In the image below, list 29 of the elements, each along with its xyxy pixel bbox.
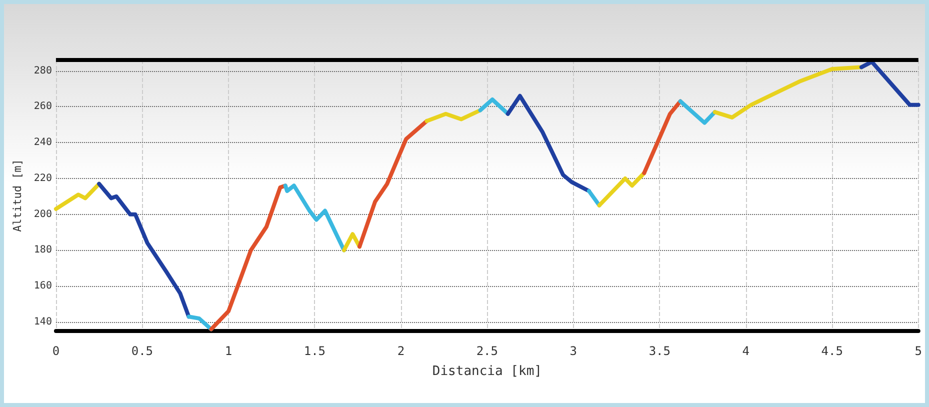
y-tick-label: 200 bbox=[34, 208, 52, 220]
line-series bbox=[424, 108, 482, 124]
y-tick-label: 220 bbox=[34, 172, 52, 184]
line-series bbox=[358, 119, 429, 249]
y-tick-label: 260 bbox=[34, 101, 52, 112]
x-tick-label: 0 bbox=[52, 344, 60, 358]
x-tick-label: 4.5 bbox=[821, 344, 843, 358]
line-series bbox=[712, 65, 864, 120]
x-tick-label: 3 bbox=[570, 344, 578, 358]
line-series bbox=[283, 184, 346, 252]
line-series bbox=[506, 94, 591, 194]
x-tick-label: 5 bbox=[914, 344, 922, 358]
y-tick-label: 180 bbox=[34, 244, 52, 256]
y-tick-label: 240 bbox=[34, 137, 52, 148]
x-axis-title: Distancia [km] bbox=[432, 364, 542, 379]
y-tick-label: 280 bbox=[34, 65, 52, 76]
x-tick-label: 2 bbox=[397, 344, 405, 358]
line-series bbox=[597, 171, 646, 208]
y-tick-label: 160 bbox=[34, 280, 52, 292]
x-tick-label: 2.5 bbox=[476, 344, 498, 358]
x-tick-label: 0.5 bbox=[131, 344, 154, 358]
x-tick-label: 3.5 bbox=[648, 344, 671, 358]
y-axis-title: Altitud [m] bbox=[11, 159, 24, 232]
line-series bbox=[97, 182, 191, 319]
line-series bbox=[54, 182, 102, 211]
x-tick-label: 1.5 bbox=[304, 344, 326, 358]
x-tick-label: 1 bbox=[224, 344, 232, 358]
x-tick-label: 4 bbox=[742, 344, 750, 358]
y-tick-label: 140 bbox=[34, 316, 52, 328]
